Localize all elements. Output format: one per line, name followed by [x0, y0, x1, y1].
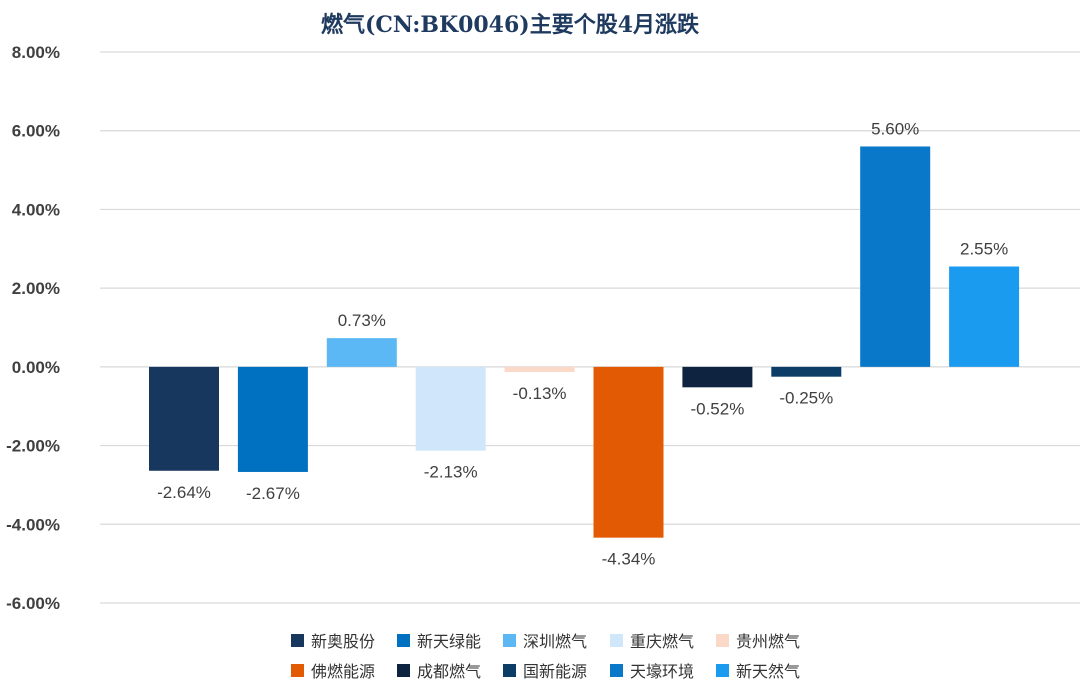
gridlines	[100, 51, 1080, 604]
legend-swatch	[291, 664, 304, 677]
y-tick-label: -2.00%	[6, 437, 60, 456]
legend-label: 成都燃气	[417, 662, 481, 681]
legend-swatch	[503, 664, 516, 677]
legend-item: 天壕环境	[610, 662, 694, 681]
bar	[504, 366, 575, 372]
legend-label: 重庆燃气	[630, 632, 694, 651]
data-label: -0.52%	[690, 399, 744, 418]
data-label: 5.60%	[871, 119, 919, 138]
legend-item: 成都燃气	[397, 662, 481, 681]
legend-item: 重庆燃气	[610, 632, 694, 651]
legend-swatch	[610, 664, 623, 677]
bar	[682, 366, 753, 388]
legend-label: 新天然气	[736, 662, 800, 681]
legend-swatch	[397, 634, 410, 647]
y-tick-label: 2.00%	[12, 279, 60, 298]
bar	[149, 366, 219, 471]
y-tick-label: 0.00%	[12, 358, 60, 377]
legend-swatch	[291, 634, 304, 647]
legend-label: 贵州燃气	[736, 632, 800, 651]
legend-item: 深圳燃气	[503, 632, 587, 651]
data-label: -4.34%	[602, 550, 656, 569]
legend-label: 新天绿能	[417, 632, 481, 651]
bar	[326, 338, 397, 367]
legend-swatch	[716, 664, 729, 677]
data-labels: -2.64% -2.67% 0.73% -2.13% -0.13% -4.34% -0.52…	[157, 119, 1008, 568]
y-tick-label: 8.00%	[12, 43, 60, 62]
legend-swatch	[397, 664, 410, 677]
data-label: -2.64%	[157, 483, 211, 502]
legend-item: 国新能源	[503, 662, 587, 681]
bar	[593, 366, 664, 538]
legend-item: 新天然气	[716, 662, 800, 681]
y-tick-label: -4.00%	[6, 515, 60, 534]
legend-label: 国新能源	[523, 662, 587, 681]
legend-item: 佛燃能源	[291, 662, 375, 681]
bar	[237, 366, 308, 472]
legend-label: 天壕环境	[630, 662, 694, 681]
legend-swatch	[610, 634, 623, 647]
legend-item: 新奥股份	[291, 632, 375, 651]
y-axis: 8.00% 6.00% 4.00% 2.00% 0.00% -2.00% -4.00% -6.…	[6, 43, 60, 613]
legend-swatch	[503, 634, 516, 647]
legend-label: 新奥股份	[311, 632, 375, 651]
bar	[949, 266, 1020, 367]
legend-item: 新天绿能	[397, 632, 481, 651]
legend-swatch	[716, 634, 729, 647]
bars	[149, 146, 1020, 538]
data-label: -2.13%	[424, 463, 478, 482]
bar	[415, 366, 486, 451]
legend-item: 贵州燃气	[716, 632, 800, 651]
y-tick-label: 4.00%	[12, 200, 60, 219]
bar	[771, 366, 842, 377]
bar	[860, 146, 931, 367]
chart-title: 燃气(CN:BK0046)主要个股4月涨跌	[321, 12, 700, 38]
legend-label: 佛燃能源	[311, 662, 375, 681]
data-label: -0.25%	[779, 389, 833, 408]
y-tick-label: 6.00%	[12, 122, 60, 141]
data-label: -2.67%	[246, 484, 300, 503]
data-label: 0.73%	[338, 311, 386, 330]
legend-label: 深圳燃气	[523, 632, 587, 651]
data-label: 2.55%	[960, 239, 1008, 258]
data-label: -0.13%	[513, 384, 567, 403]
y-tick-label: -6.00%	[6, 594, 60, 613]
